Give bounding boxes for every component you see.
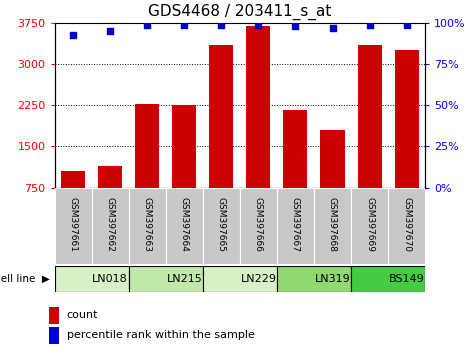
- Bar: [351, 266, 425, 292]
- Bar: [135, 104, 159, 188]
- Bar: [209, 45, 233, 188]
- Bar: [49, 307, 59, 324]
- Bar: [277, 266, 351, 292]
- Text: GSM397662: GSM397662: [106, 197, 114, 252]
- Text: GSM397669: GSM397669: [365, 197, 374, 252]
- Point: [143, 22, 151, 28]
- Text: LN018: LN018: [92, 274, 128, 284]
- Bar: [55, 188, 92, 264]
- Point: [69, 32, 77, 38]
- Bar: [395, 50, 418, 188]
- Point: [255, 22, 262, 28]
- Bar: [203, 188, 240, 264]
- Text: cell line  ▶: cell line ▶: [0, 274, 50, 284]
- Text: LN215: LN215: [166, 274, 202, 284]
- Bar: [240, 188, 277, 264]
- Point: [218, 22, 225, 28]
- Point: [292, 23, 299, 29]
- Point: [403, 22, 410, 28]
- Text: GSM397667: GSM397667: [291, 197, 300, 252]
- Point: [329, 25, 336, 31]
- Bar: [166, 188, 203, 264]
- Bar: [92, 188, 129, 264]
- Bar: [388, 188, 425, 264]
- Bar: [203, 266, 277, 292]
- Bar: [314, 188, 351, 264]
- Bar: [129, 266, 203, 292]
- Text: BS149: BS149: [389, 274, 425, 284]
- Bar: [247, 26, 270, 188]
- Point: [180, 22, 188, 28]
- Bar: [61, 171, 85, 188]
- Text: GSM397665: GSM397665: [217, 197, 226, 252]
- Bar: [55, 266, 129, 292]
- Bar: [49, 327, 59, 343]
- Text: GSM397661: GSM397661: [69, 197, 77, 252]
- Bar: [129, 188, 166, 264]
- Title: GDS4468 / 203411_s_at: GDS4468 / 203411_s_at: [148, 4, 332, 20]
- Bar: [358, 45, 381, 188]
- Text: GSM397663: GSM397663: [143, 197, 152, 252]
- Bar: [172, 105, 196, 188]
- Text: GSM397670: GSM397670: [402, 197, 411, 252]
- Point: [106, 28, 114, 34]
- Bar: [351, 188, 388, 264]
- Text: GSM397668: GSM397668: [328, 197, 337, 252]
- Text: GSM397664: GSM397664: [180, 197, 189, 252]
- Text: LN229: LN229: [240, 274, 276, 284]
- Bar: [284, 110, 307, 188]
- Text: percentile rank within the sample: percentile rank within the sample: [67, 330, 255, 341]
- Text: LN319: LN319: [314, 274, 351, 284]
- Text: count: count: [67, 310, 98, 320]
- Point: [366, 22, 373, 28]
- Bar: [98, 166, 122, 188]
- Text: GSM397666: GSM397666: [254, 197, 263, 252]
- Bar: [277, 188, 314, 264]
- Bar: [321, 130, 344, 188]
